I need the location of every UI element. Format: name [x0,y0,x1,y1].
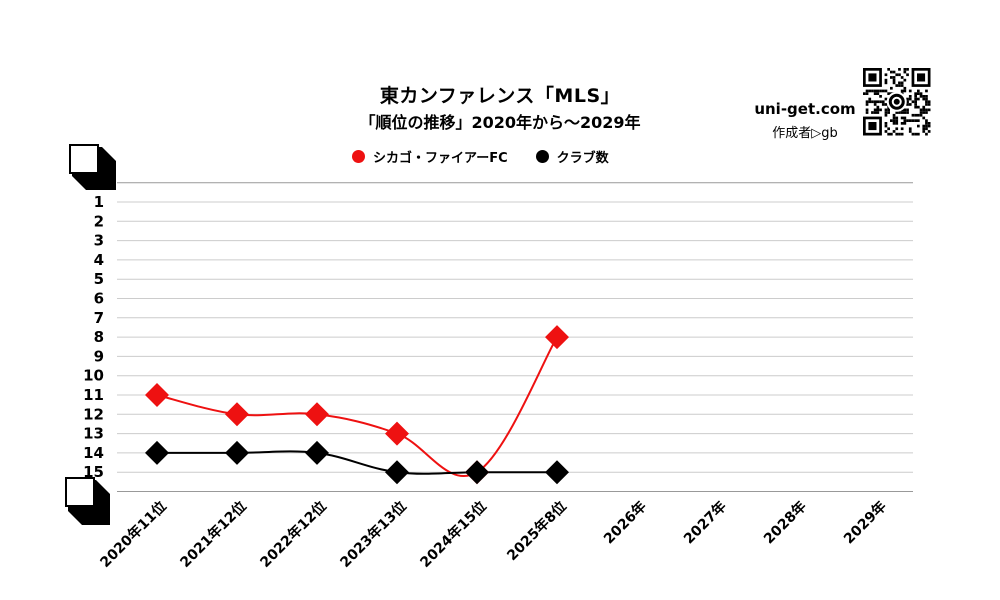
site-name: uni-get.com [754,100,856,118]
y-tick-label: 3 [94,232,104,250]
data-point-series-1 [385,421,409,446]
data-point-series-2 [145,440,169,465]
data-point-series-2 [225,440,249,465]
y-tick-label: 5 [94,270,104,288]
bottom-flag-icon [65,477,110,525]
series-line-1 [156,336,558,478]
data-point-series-2 [305,440,329,465]
chart-title: 東カンファレンス「MLS」 [379,85,621,107]
legend-label-series1: シカゴ・ファイアーFC [373,151,508,166]
legend: シカゴ・ファイアーFC クラブ数 [352,147,609,166]
legend-item-series1: シカゴ・ファイアーFC [352,147,508,166]
y-tick-label: 12 [83,405,104,423]
data-point-series-1 [145,383,169,407]
qr-code-icon [863,68,931,136]
top-flag-icon [69,144,116,190]
data-point-series-1 [225,402,249,427]
y-tick-label: 6 [94,290,104,308]
series-lines [156,336,558,478]
y-tick-label: 1 [94,193,104,211]
x-axis-ticks: 2020年11位 2021年12位 2022年12位 2023年13位 2024年15位… [97,498,890,571]
y-tick-label: 4 [94,251,104,269]
x-tick-label: 2028年 [760,498,809,547]
y-tick-label: 7 [94,309,104,327]
data-point-series-1 [545,325,569,350]
y-tick-label: 9 [94,347,104,365]
y-tick-label: 13 [83,425,104,443]
y-tick-label: 11 [83,386,104,404]
x-tick-label: 2027年 [680,498,729,547]
y-tick-label: 8 [94,328,104,346]
series-line-2 [156,450,557,475]
x-tick-label: 2024年15位 [417,498,490,571]
x-tick-label: 2022年12位 [257,498,330,571]
y-tick-label: 10 [83,367,104,385]
author-credit: 作成者▷gb [772,126,838,141]
data-point-series-2 [465,460,489,485]
legend-item-series2: クラブ数 [535,147,609,166]
y-tick-label: 15 [83,463,104,481]
legend-dot-red-icon [352,150,365,163]
legend-label-series2: クラブ数 [556,151,609,166]
y-tick-label: 2 [94,212,104,230]
data-point-series-1 [305,402,329,427]
chart-subtitle: 「順位の推移」2020年から～2029年 [359,113,641,132]
y-tick-label: 14 [83,444,104,462]
x-tick-label: 2023年13位 [337,498,410,571]
data-point-series-2 [545,460,569,485]
x-tick-label: 2025年8位 [504,498,570,564]
x-tick-label: 2021年12位 [177,498,250,571]
x-tick-label: 2029年 [840,498,889,547]
x-tick-label: 2026年 [600,498,649,547]
grid-lines [117,182,913,492]
series-markers [145,325,569,485]
data-point-series-2 [385,460,409,485]
legend-dot-black-icon [535,150,549,163]
